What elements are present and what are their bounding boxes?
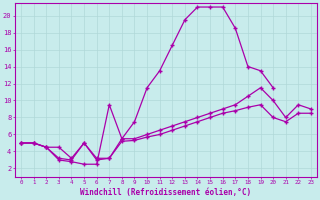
X-axis label: Windchill (Refroidissement éolien,°C): Windchill (Refroidissement éolien,°C) xyxy=(80,188,252,197)
